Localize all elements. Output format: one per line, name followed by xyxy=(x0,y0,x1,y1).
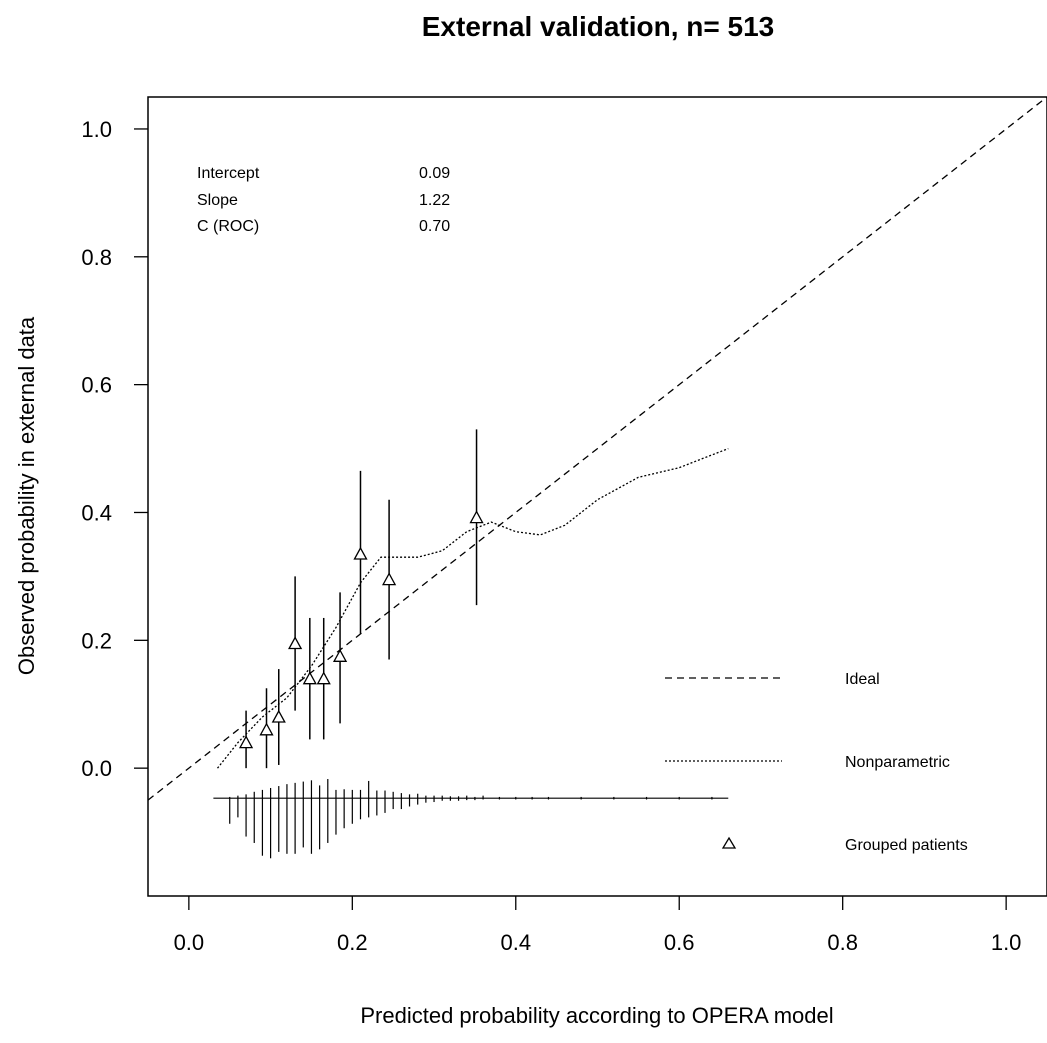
plot-frame xyxy=(147,96,1047,897)
grouped-point-triangle xyxy=(316,671,331,685)
y-axis: 0.0 0.2 0.4 0.6 0.8 1.0 xyxy=(81,117,148,781)
stats-box: Intercept 0.09 Slope 1.22 C (ROC) 0.70 xyxy=(197,165,450,235)
x-tick-label: 0.0 xyxy=(174,930,205,955)
grouped-point-triangle xyxy=(469,510,484,524)
stat-slope-label: Slope xyxy=(197,192,238,209)
grouped-point-triangle xyxy=(332,648,348,662)
stat-croc-value: 0.70 xyxy=(419,218,450,235)
stat-slope-value: 1.22 xyxy=(419,192,450,209)
grouped-point-triangle xyxy=(288,636,303,650)
x-tick-label: 0.6 xyxy=(664,930,695,955)
x-tick-label: 0.4 xyxy=(500,930,531,955)
x-tick-label: 0.8 xyxy=(827,930,858,955)
legend-ideal-label: Ideal xyxy=(845,671,880,688)
legend: Ideal Nonparametric Grouped patients xyxy=(665,671,968,854)
x-tick-label: 1.0 xyxy=(991,930,1022,955)
y-tick-label: 0.4 xyxy=(81,500,112,525)
x-axis-label: Predicted probability according to OPERA… xyxy=(360,1003,833,1028)
legend-grouped-label: Grouped patients xyxy=(845,837,968,854)
grouped-point-triangle xyxy=(382,572,397,586)
x-axis: 0.0 0.2 0.4 0.6 0.8 1.0 xyxy=(174,896,1022,955)
grouped-point-triangle xyxy=(353,546,368,560)
y-tick-label: 1.0 xyxy=(81,117,112,142)
y-tick-label: 0.2 xyxy=(81,628,112,653)
grouped-point-triangle xyxy=(271,709,286,723)
grouped-point-triangle xyxy=(259,722,274,736)
grouped-point-triangle xyxy=(302,671,317,685)
chart-title: External validation, n= 513 xyxy=(422,11,774,42)
plot-area xyxy=(147,96,1047,859)
stat-intercept-value: 0.09 xyxy=(419,165,450,182)
y-axis-label: Observed probability in external data xyxy=(14,316,39,675)
x-tick-label: 0.2 xyxy=(337,930,368,955)
legend-nonparametric-label: Nonparametric xyxy=(845,754,950,771)
stat-intercept-label: Intercept xyxy=(197,165,260,182)
y-tick-label: 0.6 xyxy=(81,373,112,398)
stat-croc-label: C (ROC) xyxy=(197,218,259,235)
grouped-point-triangle xyxy=(238,735,254,749)
ideal-line xyxy=(147,96,1047,801)
nonparametric-line xyxy=(216,447,729,769)
legend-grouped-triangle-icon xyxy=(721,836,737,849)
y-tick-label: 0.8 xyxy=(81,245,112,270)
y-tick-label: 0.0 xyxy=(81,756,112,781)
